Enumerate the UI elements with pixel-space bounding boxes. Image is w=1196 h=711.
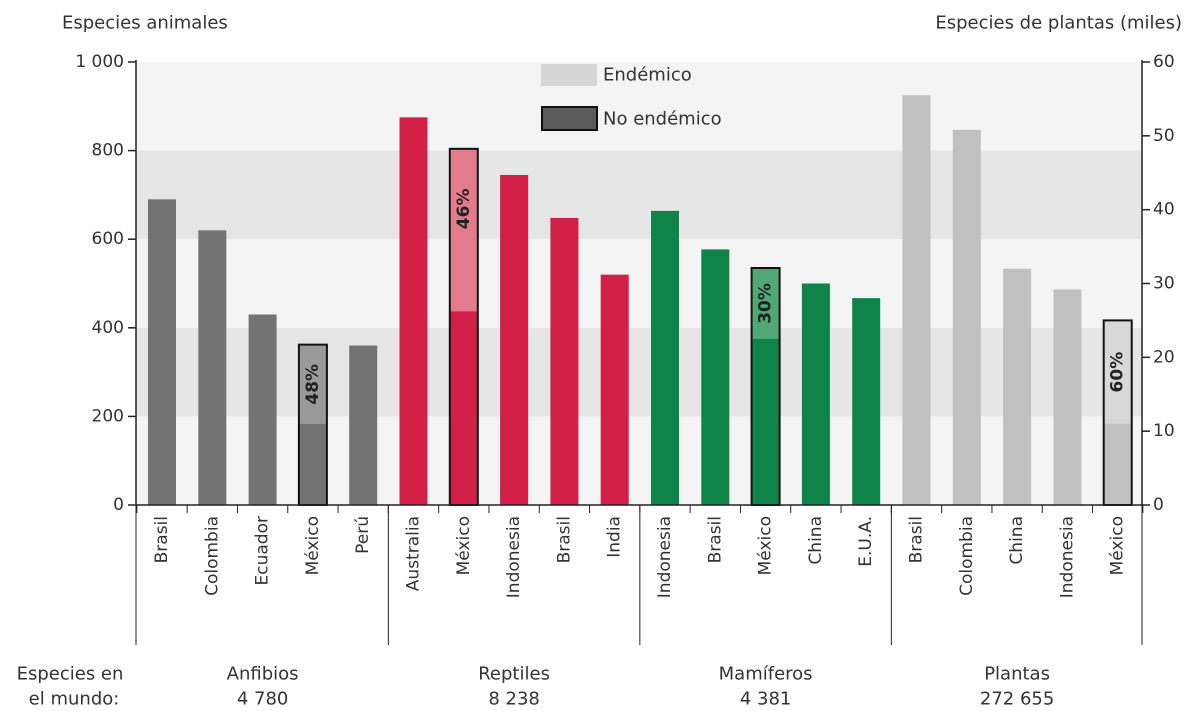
legend-swatch-endemic bbox=[541, 64, 597, 86]
category-label: E.U.A. bbox=[856, 516, 876, 567]
background-band bbox=[136, 327, 1142, 417]
bar bbox=[248, 314, 277, 505]
bar bbox=[349, 345, 378, 505]
world-label-line1: Especies en bbox=[17, 664, 124, 685]
world-label-line2: el mundo: bbox=[29, 689, 120, 710]
category-label: Indonesia bbox=[504, 516, 524, 598]
bar bbox=[1003, 268, 1032, 505]
left-tick-label: 1 000 bbox=[75, 52, 124, 72]
bar bbox=[500, 174, 529, 505]
right-tick-label: 40 bbox=[1153, 200, 1175, 220]
group-name: Mamíferos bbox=[719, 664, 813, 685]
bar bbox=[952, 129, 981, 505]
bar bbox=[651, 210, 679, 505]
bar bbox=[399, 117, 428, 505]
group-name: Plantas bbox=[984, 664, 1050, 685]
right-tick-label: 0 bbox=[1153, 495, 1164, 515]
bar bbox=[852, 298, 881, 505]
group-world-total: 4 381 bbox=[740, 689, 792, 710]
bar bbox=[701, 249, 730, 505]
legend: Endémico No endémico bbox=[541, 64, 722, 131]
background-band bbox=[136, 416, 1142, 505]
bar bbox=[198, 230, 227, 505]
percent-label: 48% bbox=[303, 364, 323, 405]
bar bbox=[550, 217, 579, 505]
category-label: Brasil bbox=[152, 516, 172, 563]
group-world-total: 4 780 bbox=[237, 689, 289, 710]
category-label: Indonesia bbox=[655, 516, 675, 598]
category-label: Brasil bbox=[705, 516, 725, 563]
bar-endemic-part bbox=[298, 423, 327, 505]
left-tick-label: 0 bbox=[113, 495, 124, 515]
left-tick-label: 800 bbox=[92, 141, 124, 161]
bar bbox=[1053, 289, 1082, 505]
category-label: India bbox=[605, 516, 625, 558]
legend-swatch-non-endemic bbox=[541, 106, 598, 131]
category-label: Indonesia bbox=[1057, 516, 1077, 598]
legend-label-non-endemic: No endémico bbox=[603, 109, 722, 130]
category-label: Colombia bbox=[957, 516, 977, 596]
background-band bbox=[136, 150, 1142, 240]
category-label: México bbox=[454, 516, 474, 575]
bar bbox=[801, 283, 830, 505]
background-band bbox=[136, 239, 1142, 328]
bar bbox=[600, 274, 629, 505]
group-world-total: 8 238 bbox=[488, 689, 540, 710]
percent-label: 46% bbox=[454, 188, 474, 229]
left-tick-label: 400 bbox=[92, 318, 124, 338]
bar-endemic-part bbox=[449, 311, 478, 505]
group-name: Reptiles bbox=[478, 664, 550, 685]
axes-layer bbox=[128, 60, 1150, 645]
category-label: China bbox=[1007, 516, 1027, 565]
legend-label-endemic: Endémico bbox=[603, 65, 692, 86]
category-label: Perú bbox=[353, 516, 373, 554]
left-tick-label: 600 bbox=[92, 229, 124, 249]
right-tick-label: 20 bbox=[1153, 347, 1175, 367]
bar bbox=[148, 199, 176, 505]
right-axis-title: Especies de plantas (miles) bbox=[935, 13, 1182, 34]
left-tick-label: 200 bbox=[92, 406, 124, 426]
right-tick-label: 10 bbox=[1153, 421, 1175, 441]
bars-layer bbox=[148, 95, 1133, 506]
group-name: Anfibios bbox=[227, 664, 299, 685]
bar bbox=[902, 95, 931, 505]
percent-label: 30% bbox=[756, 283, 776, 324]
category-label: China bbox=[806, 516, 826, 565]
bar-endemic-part bbox=[1103, 423, 1132, 505]
left-axis-title: Especies animales bbox=[62, 13, 228, 34]
category-label: México bbox=[303, 516, 323, 575]
category-label: Brasil bbox=[554, 516, 574, 563]
category-label: Australia bbox=[404, 516, 424, 591]
category-label: Ecuador bbox=[253, 516, 273, 585]
category-label: Colombia bbox=[202, 516, 222, 596]
category-label: México bbox=[756, 516, 776, 575]
group-world-total: 272 655 bbox=[980, 689, 1054, 710]
right-tick-label: 60 bbox=[1153, 52, 1175, 72]
bar-endemic-part bbox=[751, 338, 780, 505]
labels-layer: Brasil Colombia Ecuador 48% México Perú Austra… bbox=[17, 13, 1182, 710]
right-tick-label: 30 bbox=[1153, 274, 1175, 294]
right-tick-label: 50 bbox=[1153, 126, 1175, 146]
category-label: Brasil bbox=[907, 516, 927, 563]
category-label: México bbox=[1108, 516, 1128, 575]
percent-label: 60% bbox=[1108, 352, 1128, 393]
